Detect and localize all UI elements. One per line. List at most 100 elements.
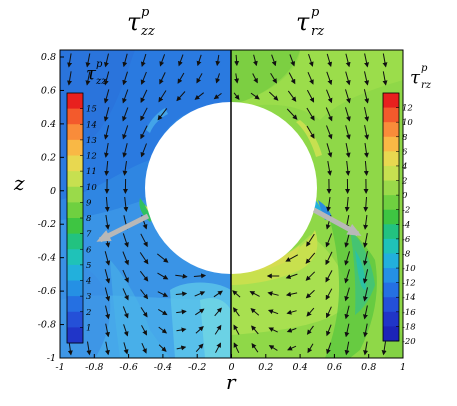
colorbar-tau-rz-swatch	[383, 93, 399, 109]
colorbar-tau-rz-swatch	[383, 238, 399, 254]
velocity-arrow	[157, 272, 169, 280]
colorbar-tau-rz-tick-label: -20	[402, 337, 416, 347]
colorbar-tau-rz-tick-label: 12	[402, 104, 413, 114]
colorbar-tau-rz-swatch	[383, 326, 399, 342]
velocity-vectors	[67, 53, 388, 356]
colorbar-tau-zz-swatch	[67, 327, 83, 344]
velocity-arrow	[325, 270, 333, 283]
velocity-arrow	[176, 309, 187, 315]
velocity-arrow	[271, 54, 277, 67]
colorbar-tau-zz-swatch	[67, 296, 83, 313]
velocity-arrow	[344, 287, 350, 302]
velocity-arrow	[105, 215, 110, 230]
velocity-arrow	[344, 323, 350, 338]
colorbar-tau-rz-label-main: τ	[410, 67, 421, 88]
x-tick-label: -0.4	[154, 362, 172, 373]
velocity-arrow	[103, 53, 109, 68]
velocity-arrow	[307, 343, 314, 354]
y-tick-label: -1	[47, 353, 56, 364]
velocity-arrow	[327, 161, 332, 176]
velocity-arrow	[362, 233, 368, 248]
velocity-arrow	[141, 342, 147, 354]
colorbar-tau-rz-label-sub: rz	[421, 80, 432, 91]
velocity-arrow	[103, 71, 110, 86]
velocity-arrow	[382, 71, 388, 86]
velocity-arrow	[287, 90, 297, 102]
velocity-arrow	[233, 342, 240, 354]
colorbar-tau-rz-tick-label: 6	[402, 147, 408, 157]
colorbar-tau-rz-tick-label: -16	[402, 308, 416, 318]
y-tick-label: -0.8	[38, 320, 56, 331]
velocity-arrow	[122, 71, 128, 86]
y-tick-label: -0.6	[38, 286, 56, 297]
velocity-arrow	[104, 341, 110, 356]
colorbar-tau-zz-swatch	[67, 311, 83, 328]
velocity-arrow	[306, 107, 315, 121]
y-axis-ticks: 0.8 0.6 0.4 0.2 0 -0.2 -0.4 -0.6 -0.8 -1	[38, 52, 64, 364]
colorbar-tau-rz-tick-label: 10	[402, 118, 413, 128]
colorbar-tau-rz-frame	[382, 92, 400, 342]
colorbar-tau-rz-swatch	[383, 165, 399, 182]
velocity-arrow	[232, 290, 241, 298]
title-tau-rz: τ p rz	[296, 5, 324, 39]
velocity-arrow	[268, 345, 278, 351]
colorbar-tau-zz-tick-label: 2	[85, 308, 91, 318]
velocity-arrow	[286, 309, 297, 315]
velocity-arrow	[326, 53, 333, 68]
velocity-arrow	[344, 269, 350, 284]
velocity-arrow	[363, 143, 369, 158]
colorbar-tau-rz-tick-label: -2	[402, 206, 410, 216]
colorbar-tau-zz-tick-label: 12	[86, 152, 97, 162]
velocity-arrow	[105, 323, 110, 338]
velocity-arrow	[289, 54, 296, 67]
velocity-arrow	[67, 53, 73, 68]
velocity-arrow	[344, 341, 350, 356]
velocity-arrow	[250, 308, 260, 316]
velocity-arrow	[140, 107, 148, 122]
velocity-arrow	[363, 215, 369, 230]
velocity-arrow	[86, 341, 92, 356]
colorbar-tau-zz-tick-label: 3	[86, 292, 91, 302]
velocity-arrow	[195, 343, 204, 353]
title-tau-zz: τ p zz	[127, 5, 155, 39]
velocity-arrow	[176, 345, 187, 351]
velocity-arrow	[122, 53, 128, 68]
y-tick-label: -0.4	[38, 253, 56, 264]
velocity-arrow	[159, 54, 166, 67]
velocity-arrow	[140, 71, 147, 85]
velocity-arrow	[288, 72, 296, 85]
colorbar-tau-rz-tick-label: 0	[402, 191, 408, 201]
velocity-arrow	[325, 251, 333, 266]
colorbar-tau-rz-swatch	[383, 209, 399, 225]
velocity-arrow	[325, 233, 333, 248]
velocity-arrow	[122, 233, 129, 248]
velocity-arrow	[325, 306, 332, 319]
colorbar-tau-rz-swatch	[383, 136, 399, 152]
colorbar-tau-zz-tick-label: 1	[86, 323, 91, 333]
velocity-arrow	[344, 196, 350, 212]
velocity-arrow	[141, 325, 147, 336]
x-tick-label: 0	[228, 362, 234, 373]
velocity-arrow	[363, 323, 368, 338]
colorbar-tau-zz-swatch	[67, 186, 83, 203]
colorbar-tau-zz-swatch	[67, 108, 83, 125]
velocity-arrow	[178, 54, 184, 67]
colorbar-tau-zz-tick-label: 4	[85, 277, 91, 287]
velocity-arrow	[362, 287, 368, 302]
y-axis-label: z	[13, 171, 25, 195]
velocity-arrow	[194, 291, 206, 297]
colorbar-tau-zz-label-sub: zz	[95, 76, 107, 87]
velocity-arrow	[249, 291, 260, 297]
colorbar-tau-zz-swatch	[67, 233, 83, 250]
y-tick-label: 0.6	[41, 85, 56, 96]
velocity-arrow	[250, 92, 260, 100]
velocity-arrow	[305, 289, 315, 299]
colorbar-tau-rz-swatch	[383, 151, 399, 167]
y-tick-label: -0.2	[38, 219, 56, 230]
velocity-arrow	[363, 196, 369, 212]
velocity-arrow	[215, 73, 221, 84]
velocity-arrow	[234, 73, 240, 84]
velocity-arrow	[157, 108, 168, 121]
tau-rz-contour	[231, 50, 403, 358]
wake-arrow-left	[96, 213, 150, 243]
